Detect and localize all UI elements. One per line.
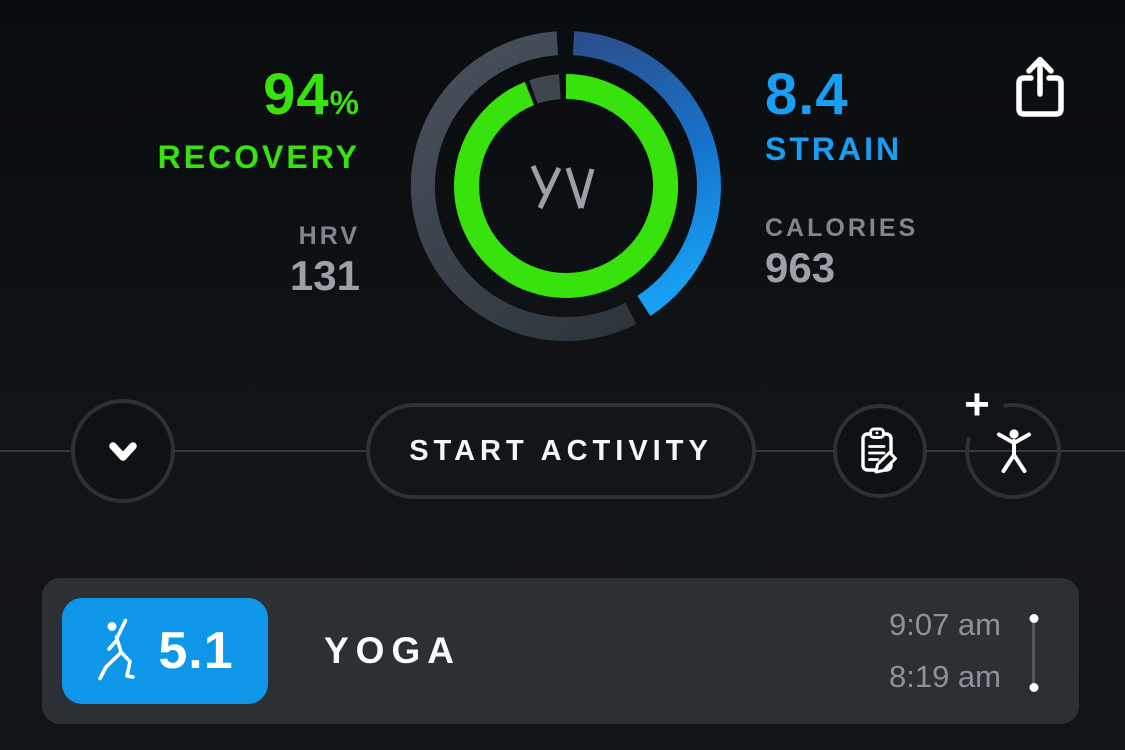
inner-recovery-ring [454,74,679,298]
recovery-label: RECOVERY [157,139,360,175]
collapse-button[interactable] [71,399,175,503]
outer-strain-ring [410,31,721,342]
recovery-strain-gauge[interactable] [396,16,736,356]
recovery-value: 94% [158,66,360,132]
hrv-value: 131 [289,252,360,299]
journal-button[interactable] [833,404,927,498]
duration-dot-bottom [1029,683,1038,692]
button-ring [965,403,1061,499]
body-figure-icon [997,429,1031,473]
add-activity-plus: + [964,380,990,429]
recovery-percent-sign: % [329,84,360,121]
activity-name: YOGA [324,630,461,671]
activity-strain-badge: 5.1 [62,598,268,704]
yoga-icon [96,617,142,685]
strain-label: STRAIN [765,131,903,167]
whoop-logo [530,164,595,210]
share-icon [1010,54,1078,120]
share-button[interactable] [1010,50,1078,124]
calories-label: CALORIES [765,214,919,242]
activity-start-time: 8:19 am [888,659,1001,694]
strain-metrics: 8.4 STRAIN CALORIES 963 [765,66,918,289]
strain-value: 8.4 [765,62,849,127]
start-activity-button[interactable]: START ACTIVITY [366,403,756,499]
duration-dot-top [1029,614,1038,623]
recovery-number: 94 [263,62,330,127]
chevron-down-icon [99,427,147,475]
activity-end-time: 9:07 am [888,607,1001,642]
activity-duration-line [1029,614,1038,692]
activity-strain-score: 5.1 [158,622,234,680]
journal-clipboard-icon [856,426,904,476]
activity-times: 9:07 am 8:19 am [889,578,1001,724]
calories-value: 963 [765,244,836,291]
add-activity-button[interactable] [965,403,1061,499]
activity-card[interactable]: 5.1 YOGA 9:07 am 8:19 am [42,578,1079,724]
recovery-metrics: 94% RECOVERY HRV 131 [158,66,360,297]
hrv-label: HRV [298,222,360,250]
